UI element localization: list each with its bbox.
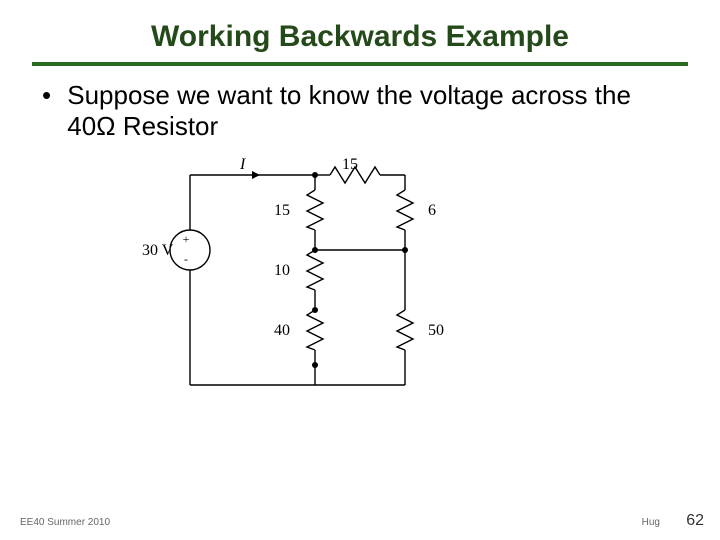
r10-label: 10 [274, 262, 290, 279]
r50-label: 50 [428, 322, 444, 339]
r40-label: 40 [274, 322, 290, 339]
source-plus: + [183, 232, 190, 246]
footer-left: EE40 Summer 2010 [20, 517, 110, 528]
page-number: 62 [686, 512, 704, 530]
r-top-series-label: 15 [342, 156, 358, 173]
source-minus: - [184, 252, 188, 266]
circuit-diagram: 30 V + - I 15 10 40 15 6 50 [140, 155, 500, 415]
title-rule [32, 62, 688, 66]
bullet-dot: • [42, 80, 60, 111]
slide: Working Backwards Example • Suppose we w… [0, 0, 720, 540]
current-label: I [239, 156, 246, 173]
source-label: 30 V [142, 242, 174, 259]
footer-author: Hug [642, 517, 660, 528]
bullet-text: Suppose we want to know the voltage acro… [67, 80, 667, 142]
r15-label: 15 [274, 202, 290, 219]
slide-title: Working Backwards Example [0, 20, 720, 54]
bullet-block: • Suppose we want to know the voltage ac… [42, 80, 682, 142]
r6-label: 6 [428, 202, 436, 219]
